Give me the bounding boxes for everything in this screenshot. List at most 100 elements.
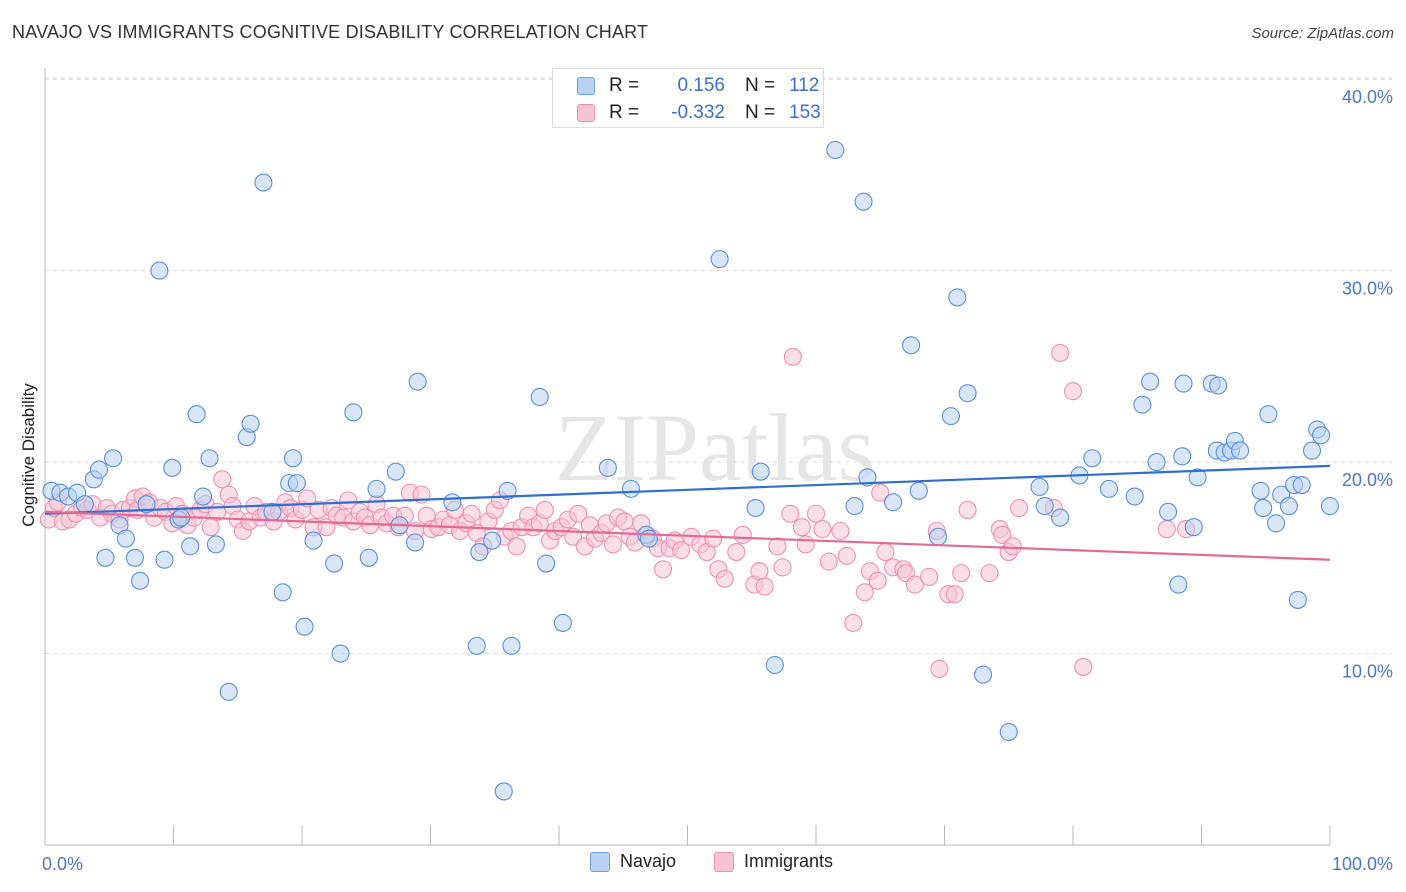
navajo-point xyxy=(367,479,386,498)
trend-lines xyxy=(44,464,1331,561)
navajo-point xyxy=(1174,374,1193,393)
navajo-point xyxy=(502,636,521,655)
navajo-point xyxy=(639,529,659,548)
navajo-point xyxy=(909,481,928,500)
immigrants-point xyxy=(783,347,802,366)
navajo-point xyxy=(973,665,993,684)
legend-item-immigrants[interactable]: Immigrants xyxy=(714,851,833,872)
navajo-point xyxy=(884,493,903,512)
immigrants-point xyxy=(1157,520,1176,539)
immigrants-point xyxy=(201,518,220,537)
n-label: N = xyxy=(745,75,776,96)
immigrants-point xyxy=(1009,498,1029,518)
y-tick-label: 40.0% xyxy=(1342,87,1393,107)
navajo-point xyxy=(1169,575,1188,594)
immigrants-point xyxy=(1074,657,1093,676)
n-value: 112 xyxy=(789,75,820,96)
navajo-point xyxy=(1159,502,1178,521)
navajo-point xyxy=(494,782,513,801)
chart-title: NAVAJO VS IMMIGRANTS COGNITIVE DISABILIT… xyxy=(12,22,649,42)
navajo-point xyxy=(958,384,977,403)
navajo-point xyxy=(408,372,427,391)
navajo-point xyxy=(483,531,502,550)
x-tick-label-min: 0.0% xyxy=(42,854,83,874)
navajo-point xyxy=(150,261,169,280)
immigrants-point xyxy=(806,504,826,523)
navajo-point xyxy=(1320,497,1340,516)
navajo-point xyxy=(929,527,948,546)
navajo-point xyxy=(131,571,150,590)
immigrants-point xyxy=(773,558,792,577)
navajo-point xyxy=(359,548,378,567)
navajo-point xyxy=(331,644,350,663)
immigrants-point xyxy=(1051,343,1070,362)
immigrants-point xyxy=(876,543,895,562)
navajo-point xyxy=(181,537,200,556)
tick-labels: 10.0% 20.0% 30.0% 40.0% 0.0% 100.0% xyxy=(42,87,1393,874)
navajo-swatch xyxy=(577,77,595,95)
immigrants-point xyxy=(654,560,673,579)
immigrants-point xyxy=(871,483,890,502)
navajo-point xyxy=(1133,395,1152,414)
r-value: 0.156 xyxy=(677,75,725,96)
navajo-point xyxy=(999,722,1018,742)
immigrants-point xyxy=(980,564,999,583)
immigrants-point xyxy=(855,583,874,602)
watermark: ZIPatlas xyxy=(555,394,875,501)
navajo-point xyxy=(325,554,344,573)
legend-item-navajo[interactable]: Navajo xyxy=(590,851,676,872)
n-value: 153 xyxy=(789,102,821,123)
navajo-point xyxy=(537,554,556,573)
navajo-point xyxy=(1231,441,1250,460)
immigrants-point xyxy=(715,569,734,588)
navajo-point xyxy=(553,613,572,632)
navajo-point xyxy=(1266,514,1286,533)
immigrants-point xyxy=(905,575,924,594)
navajo-point xyxy=(941,407,960,426)
series-legend: Navajo Immigrants xyxy=(0,851,1406,879)
navajo-point xyxy=(1141,372,1160,391)
legend-row-immigrants: R = -0.332 N = 153 xyxy=(577,101,821,125)
r-label: R = xyxy=(609,75,640,96)
navajo-point xyxy=(530,387,549,407)
immigrants-point xyxy=(952,564,971,583)
navajo-point xyxy=(1254,498,1273,518)
navajo-point xyxy=(125,548,144,567)
y-tick-label: 10.0% xyxy=(1342,662,1393,682)
correlation-legend: R = 0.156 N = 112 R = -0.332 N = 153 xyxy=(552,68,824,128)
navajo-point xyxy=(1259,405,1278,424)
navajo-point xyxy=(163,458,182,477)
navajo-point xyxy=(1030,477,1049,497)
navajo-point xyxy=(1279,497,1298,516)
immigrants-point xyxy=(704,529,723,548)
navajo-point xyxy=(1125,487,1144,506)
navajo-point xyxy=(1188,468,1207,487)
navajo-point xyxy=(1302,441,1322,460)
navajo-point xyxy=(1311,426,1331,445)
immigrants-point xyxy=(831,521,850,541)
navajo-point xyxy=(443,493,462,512)
navajo-point xyxy=(467,636,486,655)
immigrants-point xyxy=(1003,537,1022,556)
navajo-point xyxy=(498,481,517,500)
immigrants-point xyxy=(603,535,623,554)
immigrants-point xyxy=(727,543,746,562)
r-value: -0.332 xyxy=(671,102,725,123)
immigrants-point xyxy=(796,535,815,554)
navajo-point xyxy=(206,535,225,554)
x-tick-label-max: 100.0% xyxy=(1332,854,1393,874)
immigrants-point xyxy=(755,577,774,596)
navajo-point xyxy=(948,288,967,307)
immigrants-point xyxy=(813,520,832,539)
navajo-point xyxy=(854,192,873,211)
immigrants-point xyxy=(920,567,939,587)
navajo-point xyxy=(304,531,323,550)
immigrants-point xyxy=(837,546,856,565)
immigrants-point xyxy=(792,518,811,537)
series-navajo xyxy=(42,140,1340,801)
navajo-point xyxy=(137,495,156,514)
immigrants-point xyxy=(615,512,634,531)
source-label: Source: ZipAtlas.com xyxy=(1251,25,1394,42)
navajo-point xyxy=(1184,518,1203,537)
